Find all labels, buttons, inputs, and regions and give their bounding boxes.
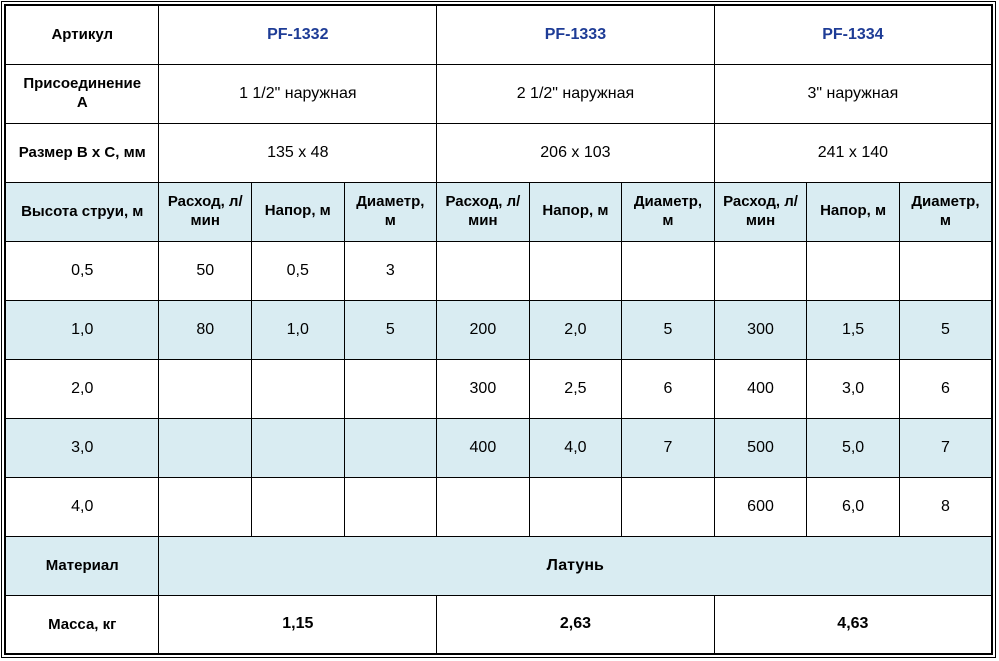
table-row: 3,0 400 4,0 7 500 5,0 7 (4, 417, 993, 478)
spec-table: Артикул PF-1332 PF-1333 PF-1334 Присоеди… (4, 4, 993, 655)
size-value: 241 x 140 (713, 122, 993, 183)
table-cell (158, 476, 253, 537)
table-cell (528, 240, 623, 301)
size-value: 135 x 48 (158, 122, 438, 183)
row-connection: Присоединение А 1 1/2" наружная 2 1/2" н… (4, 63, 993, 124)
column-header: Диаметр, м (343, 181, 438, 242)
mass-value: 4,63 (713, 594, 993, 655)
table-cell: 8 (898, 476, 993, 537)
column-header: Напор, м (806, 181, 900, 242)
connection-value: 1 1/2" наружная (158, 63, 438, 124)
row-material: Материал Латунь (4, 535, 993, 596)
article-value-pf1332: PF-1332 (158, 4, 438, 65)
table-cell: 3,0 (806, 358, 900, 419)
table-cell: 80 (158, 299, 253, 360)
table-cell: 1,0 (251, 299, 345, 360)
mass-value: 2,63 (436, 594, 715, 655)
table-cell (436, 476, 530, 537)
table-cell (158, 417, 253, 478)
table-cell: 3 (343, 240, 438, 301)
column-header: Диаметр, м (898, 181, 993, 242)
connection-label-text: Присоединение А (23, 74, 142, 111)
table-cell: 7 (898, 417, 993, 478)
table-cell (343, 358, 438, 419)
jet-height-value: 0,5 (4, 240, 160, 301)
table-cell: 7 (621, 417, 715, 478)
row-mass: Масса, кг 1,15 2,63 4,63 (4, 594, 993, 655)
table-cell (436, 240, 530, 301)
column-header: Расход, л/мин (436, 181, 530, 242)
table-row: 1,0 80 1,0 5 200 2,0 5 300 1,5 5 (4, 299, 993, 360)
table-cell: 300 (436, 358, 530, 419)
table-cell (713, 240, 808, 301)
mass-value: 1,15 (158, 594, 438, 655)
table-cell: 5,0 (806, 417, 900, 478)
table-cell (158, 358, 253, 419)
jet-height-label: Высота струи, м (4, 181, 160, 242)
table-cell (251, 358, 345, 419)
article-value-pf1333: PF-1333 (436, 4, 715, 65)
connection-value: 2 1/2" наружная (436, 63, 715, 124)
column-header: Расход, л/мин (713, 181, 808, 242)
table-cell: 4,0 (528, 417, 623, 478)
table-row: 2,0 300 2,5 6 400 3,0 6 (4, 358, 993, 419)
table-cell (621, 476, 715, 537)
jet-height-value: 4,0 (4, 476, 160, 537)
table-cell: 2,5 (528, 358, 623, 419)
row-article: Артикул PF-1332 PF-1333 PF-1334 (4, 4, 993, 65)
column-header: Расход, л/мин (158, 181, 253, 242)
table-cell: 2,0 (528, 299, 623, 360)
article-value-pf1334: PF-1334 (713, 4, 993, 65)
table-cell: 500 (713, 417, 808, 478)
connection-value: 3" наружная (713, 63, 993, 124)
material-label: Материал (4, 535, 160, 596)
table-cell: 600 (713, 476, 808, 537)
table-cell: 300 (713, 299, 808, 360)
connection-label: Присоединение А (4, 63, 160, 124)
table-row: 0,5 50 0,5 3 (4, 240, 993, 301)
size-label: Размер B x C, мм (4, 122, 160, 183)
jet-height-value: 3,0 (4, 417, 160, 478)
jet-height-value: 2,0 (4, 358, 160, 419)
table-cell: 5 (898, 299, 993, 360)
table-cell (621, 240, 715, 301)
table-cell (898, 240, 993, 301)
row-subheader: Высота струи, м Расход, л/мин Напор, м Д… (4, 181, 993, 242)
column-header: Напор, м (528, 181, 623, 242)
table-cell (528, 476, 623, 537)
table-cell: 400 (713, 358, 808, 419)
column-header: Диаметр, м (621, 181, 715, 242)
table-row: 4,0 600 6,0 8 (4, 476, 993, 537)
table-cell: 6,0 (806, 476, 900, 537)
table-cell (251, 476, 345, 537)
table-cell: 1,5 (806, 299, 900, 360)
table-cell: 6 (621, 358, 715, 419)
table-cell: 5 (343, 299, 438, 360)
table-cell (343, 476, 438, 537)
material-value: Латунь (158, 535, 993, 596)
table-cell (806, 240, 900, 301)
table-cell: 200 (436, 299, 530, 360)
article-label: Артикул (4, 4, 160, 65)
jet-height-value: 1,0 (4, 299, 160, 360)
table-cell: 0,5 (251, 240, 345, 301)
row-size: Размер B x C, мм 135 x 48 206 x 103 241 … (4, 122, 993, 183)
table-cell: 6 (898, 358, 993, 419)
table-cell: 5 (621, 299, 715, 360)
table-cell: 400 (436, 417, 530, 478)
mass-label: Масса, кг (4, 594, 160, 655)
size-value: 206 x 103 (436, 122, 715, 183)
table-cell: 50 (158, 240, 253, 301)
column-header: Напор, м (251, 181, 345, 242)
table-cell (343, 417, 438, 478)
table-cell (251, 417, 345, 478)
